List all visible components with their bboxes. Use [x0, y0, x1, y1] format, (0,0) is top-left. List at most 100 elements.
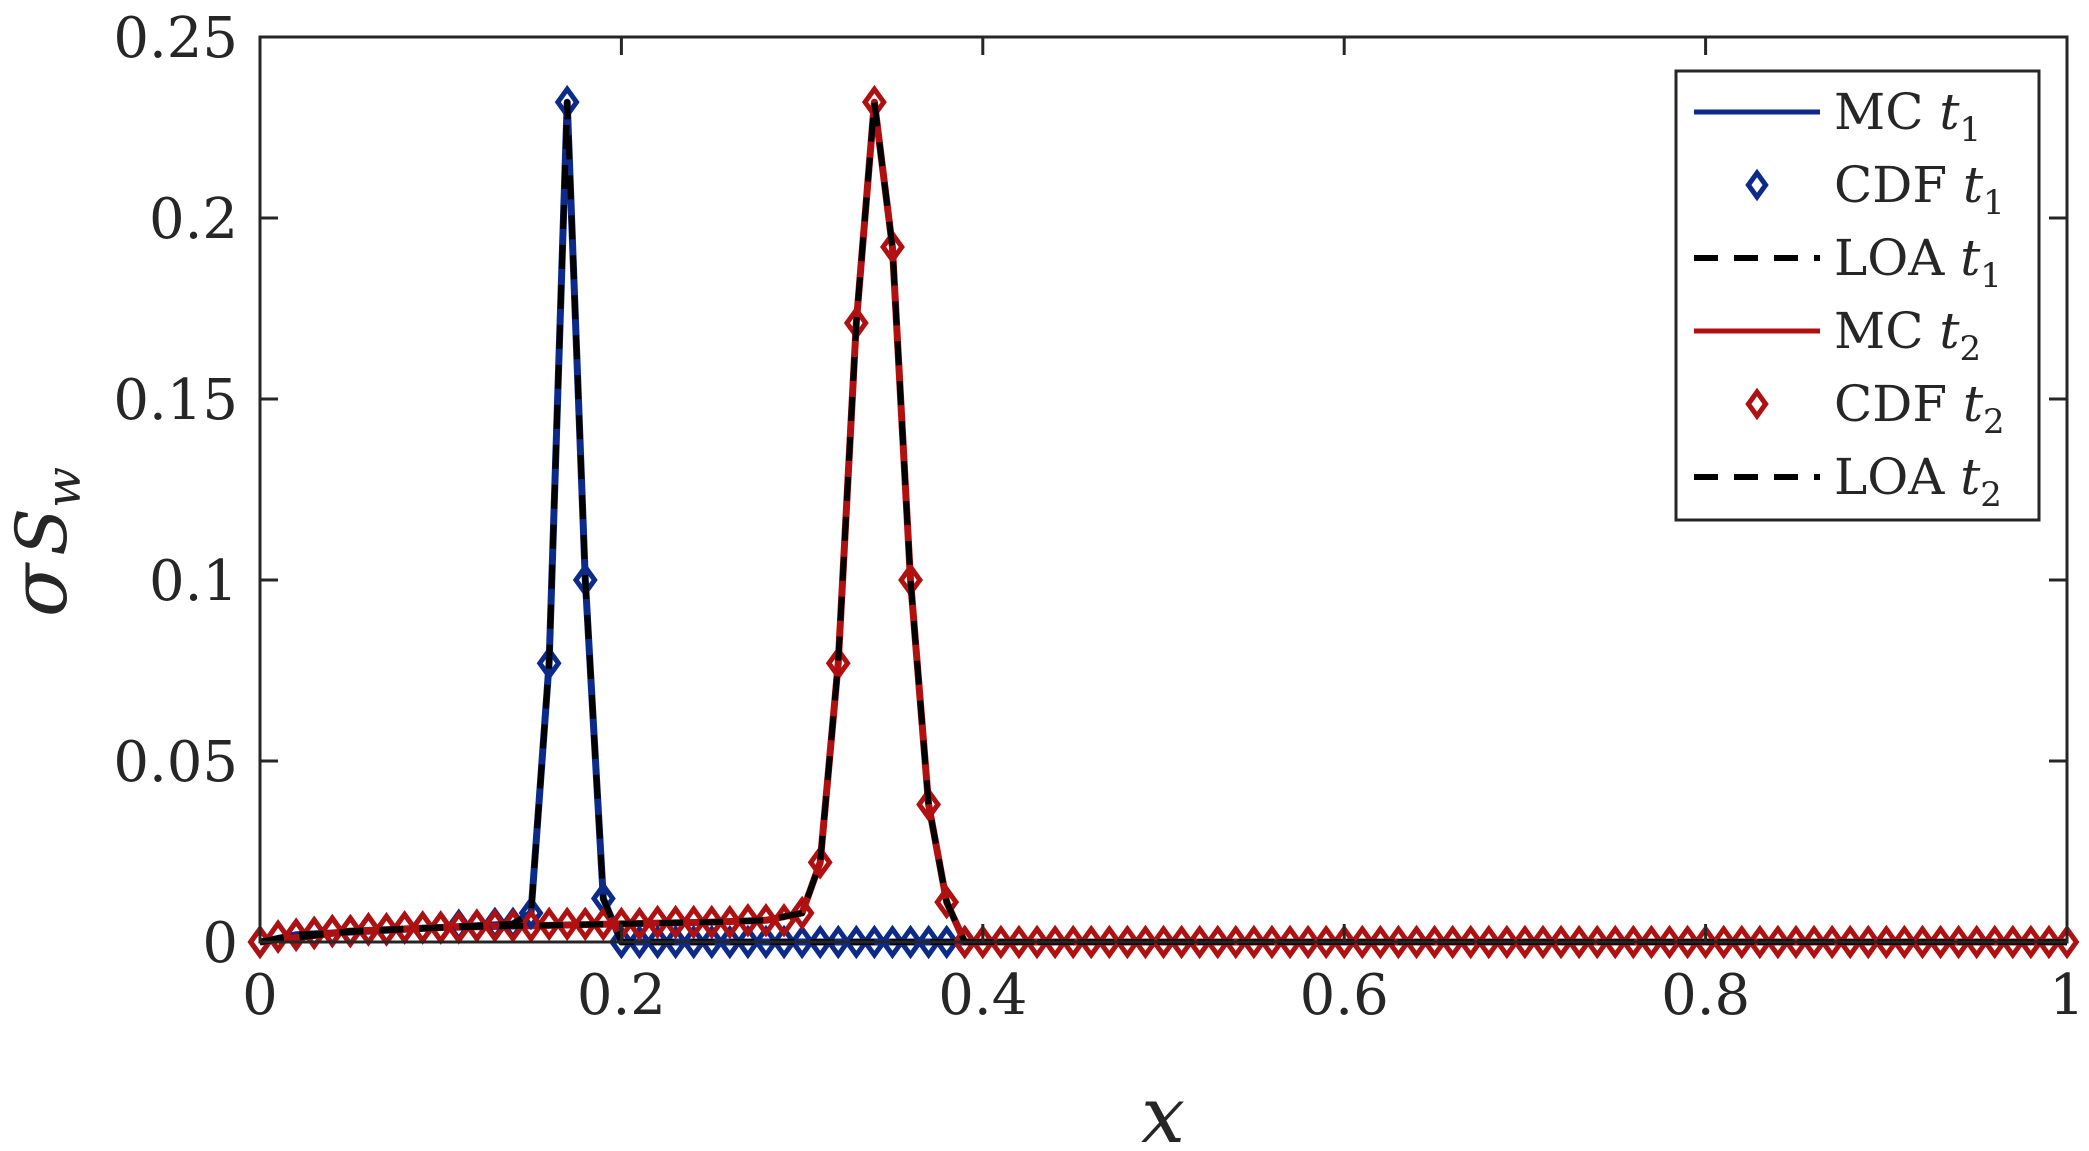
legend-label: CDF t1: [1834, 156, 2005, 223]
cdf-t2-point: [1693, 924, 1719, 960]
cdf-t2-point: [1548, 924, 1574, 960]
x-tick-label: 0.8: [1661, 963, 1750, 1028]
cdf-t2-point: [952, 924, 978, 960]
cdf-t2-point: [283, 917, 309, 953]
cdf-t1-point: [627, 924, 652, 960]
x-tick-label: 0.4: [938, 963, 1027, 1028]
cdf-t2-point: [2000, 924, 2026, 960]
cdf-t2-point: [1512, 924, 1538, 960]
cdf-t2-point: [1440, 924, 1466, 960]
cdf-t2-point: [1855, 924, 1881, 960]
cdf-t1-point: [753, 924, 779, 960]
cdf-t2-point: [1187, 924, 1213, 960]
y-tick-label: 0.05: [113, 730, 238, 795]
cdf-t2-point: [1385, 924, 1411, 960]
y-tick-label: 0.15: [113, 368, 238, 433]
cdf-t1-point: [916, 924, 942, 960]
cdf-t2-point: [1241, 924, 1267, 960]
cdf-t1-point: [663, 924, 689, 960]
cdf-t1-point: [645, 924, 670, 960]
cdf-t2-point: [1657, 924, 1682, 960]
cdf-t2-point: [1367, 924, 1393, 960]
cdf-t2-point: [1964, 924, 1990, 960]
cdf-t1-point: [518, 895, 544, 931]
cdf-t2-point: [1982, 924, 2008, 960]
y-tick-label: 0.2: [149, 187, 238, 252]
cdf-t1-point: [699, 924, 725, 960]
cdf-t2-point: [1946, 924, 1972, 960]
cdf-t2-point: [1295, 924, 1321, 960]
cdf-t2-point: [1765, 924, 1791, 960]
cdf-t2-point: [1132, 924, 1158, 960]
plot-frame: [258, 35, 2069, 944]
cdf-t2-point: [1096, 924, 1122, 960]
x-tick-label: 0.2: [577, 963, 666, 1028]
cdf-t2-point: [880, 229, 905, 265]
cdf-t2-point: [1151, 924, 1176, 960]
cdf-t2-point: [1078, 924, 1104, 960]
cdf-t2-point: [1458, 924, 1484, 960]
cdf-t2-point: [934, 884, 960, 920]
legend-label: MC t2: [1834, 302, 1981, 369]
cdf-t2-point: [1711, 924, 1737, 960]
cdf-t2-point: [681, 904, 707, 940]
cdf-t1-point: [880, 924, 905, 960]
cdf-t2-point: [970, 924, 996, 960]
cdf-t2-point: [1169, 924, 1195, 960]
legend-label: LOA t1: [1834, 229, 2002, 296]
cdf-t1-point: [861, 924, 887, 960]
cdf-t2-point: [572, 906, 598, 942]
y-axis-label-sigma: σSw: [0, 467, 92, 617]
cdf-t1-point: [789, 924, 815, 960]
cdf-t2-point: [1783, 924, 1809, 960]
cdf-t2-point: [627, 906, 652, 942]
cdf-t2-point: [265, 919, 291, 954]
cdf-t2-point: [482, 908, 508, 943]
cdf-t2-point: [1349, 924, 1375, 960]
cdf-t2-point: [1729, 924, 1755, 960]
cdf-t1-point: [771, 924, 797, 960]
cdf-t2-point: [1801, 924, 1827, 960]
cdf-t2-point: [1114, 924, 1140, 960]
cdf-t2-point: [1602, 924, 1628, 960]
cdf-t2-point: [1891, 924, 1917, 960]
cdf-t1-point: [934, 924, 960, 960]
y-axis-label: σSw: [0, 467, 92, 617]
cdf-t2-point: [1620, 924, 1646, 960]
cdf-t1-point: [608, 924, 634, 960]
cdf-t2-point: [1422, 924, 1447, 960]
cdf-t2-point: [554, 906, 580, 942]
cdf-t2-point: [1259, 924, 1285, 960]
cdf-t2-point: [1819, 924, 1845, 960]
y-tick-label: 0.25: [113, 6, 238, 71]
cdf-t2-point: [699, 904, 725, 940]
cdf-t2-point: [916, 787, 942, 822]
cdf-t2-point: [1837, 924, 1863, 960]
cdf-t1-point: [898, 924, 923, 960]
cdf-t2-point: [518, 908, 544, 943]
cdf-t2-point: [1223, 924, 1249, 960]
cdf-t2-point: [717, 904, 743, 940]
x-axis-label: x: [1141, 1071, 1185, 1151]
cdf-t2-point: [1530, 924, 1556, 960]
legend-marker: [1745, 387, 1769, 421]
cdf-t2-point: [1476, 924, 1502, 960]
cdf-t2-point: [825, 645, 851, 681]
cdf-t2-point: [1584, 924, 1610, 960]
cdf-t2-point: [247, 924, 273, 960]
cdf-t2-point: [301, 915, 327, 951]
cdf-t1-point: [843, 924, 869, 960]
cdf-t2-point: [319, 913, 345, 949]
x-tick-label: 1: [2049, 963, 2085, 1028]
x-tick-label: 0.6: [1300, 963, 1389, 1028]
cdf-t2-point: [988, 924, 1014, 960]
cdf-t2-point: [1873, 924, 1899, 960]
cdf-t2-point: [735, 903, 761, 938]
y-tick-label: 0.1: [149, 549, 238, 614]
legend-marker: [1745, 168, 1769, 202]
cdf-t2-point: [1277, 924, 1303, 960]
y-tick-label: 0: [202, 911, 238, 976]
legend-label: LOA t2: [1834, 448, 2002, 515]
cdf-t1-point: [681, 924, 707, 960]
